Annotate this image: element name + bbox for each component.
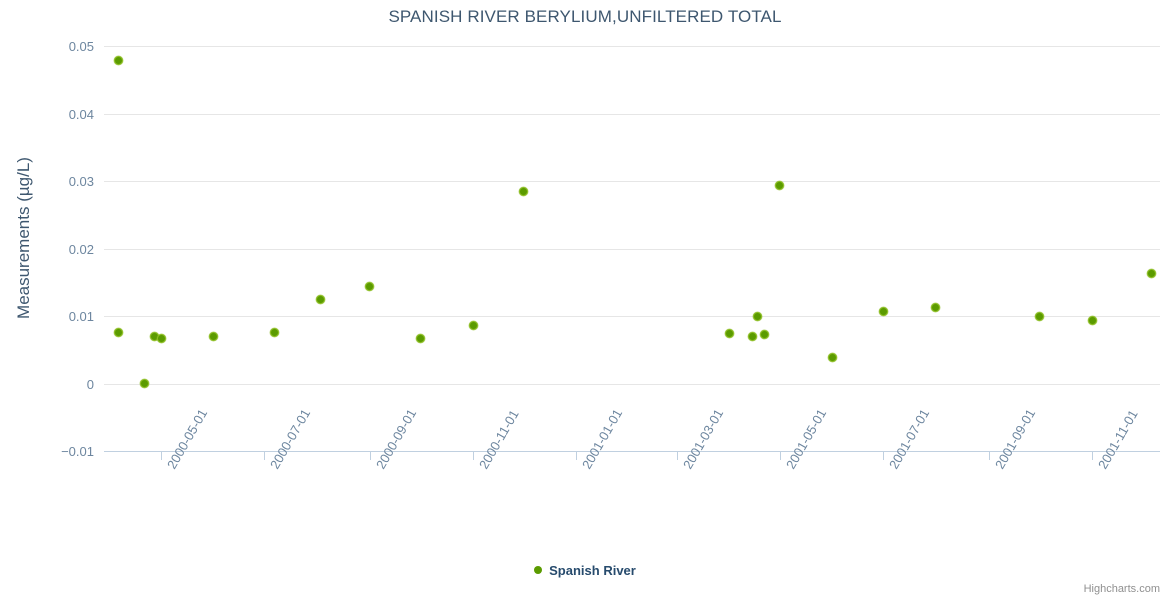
- gridline: [104, 248, 1160, 250]
- x-axis-tick-mark: [576, 451, 578, 460]
- data-point[interactable]: [1146, 268, 1156, 278]
- x-axis-tick-mark: [988, 451, 990, 460]
- y-axis-tick-label: 0.03: [68, 174, 94, 189]
- data-point[interactable]: [748, 332, 758, 342]
- data-point[interactable]: [519, 187, 529, 197]
- x-axis-tick-mark: [369, 451, 371, 460]
- data-point[interactable]: [139, 379, 149, 388]
- x-axis-tick-mark: [161, 451, 162, 460]
- data-point[interactable]: [1087, 316, 1097, 326]
- x-axis-tick-mark: [473, 451, 475, 460]
- data-point[interactable]: [1034, 312, 1044, 322]
- legend-marker-icon: [534, 566, 543, 574]
- data-point[interactable]: [468, 320, 478, 330]
- credits-link[interactable]: Highcharts.com: [1083, 583, 1160, 595]
- data-point[interactable]: [775, 181, 785, 191]
- x-axis-line: [104, 451, 1160, 452]
- x-axis-tick-mark: [779, 451, 781, 460]
- data-point[interactable]: [931, 302, 941, 312]
- gridline: [104, 113, 1160, 115]
- y-axis-tick-label: 0.02: [68, 241, 94, 257]
- gridline: [104, 181, 1160, 182]
- plot-area: [104, 46, 1160, 452]
- data-point[interactable]: [724, 329, 734, 339]
- y-axis-tick-label: −0.01: [61, 444, 94, 459]
- x-axis-tick-mark: [676, 451, 678, 460]
- data-point[interactable]: [415, 333, 425, 343]
- legend-item-spanish-river[interactable]: Spanish River: [534, 563, 636, 578]
- data-point[interactable]: [209, 331, 219, 341]
- y-axis-tick-label: 0.01: [68, 309, 94, 324]
- data-point[interactable]: [156, 333, 166, 343]
- x-axis-tick-mark: [1092, 451, 1093, 460]
- gridline: [104, 46, 1160, 47]
- data-point[interactable]: [753, 311, 763, 321]
- x-axis-tick-mark: [264, 451, 266, 460]
- data-point[interactable]: [114, 56, 124, 66]
- y-axis-tick-label: 0: [86, 376, 94, 392]
- data-point[interactable]: [270, 328, 280, 338]
- gridline: [104, 316, 1160, 317]
- data-point[interactable]: [365, 282, 375, 292]
- y-axis-tick-label: 0.05: [68, 39, 94, 54]
- data-point[interactable]: [315, 294, 325, 304]
- chart-title: SPANISH RIVER BERYLIUM,UNFILTERED TOTAL: [388, 7, 782, 26]
- data-point[interactable]: [114, 328, 124, 338]
- data-point[interactable]: [760, 330, 770, 340]
- data-point[interactable]: [878, 307, 888, 317]
- legend-item-label: Spanish River: [549, 562, 636, 578]
- y-axis-tick-label: 0.04: [68, 106, 94, 122]
- x-axis-tick-mark: [883, 451, 885, 460]
- data-point[interactable]: [828, 353, 838, 363]
- gridline: [104, 383, 1160, 385]
- chart-legend: Spanish River: [0, 562, 1170, 578]
